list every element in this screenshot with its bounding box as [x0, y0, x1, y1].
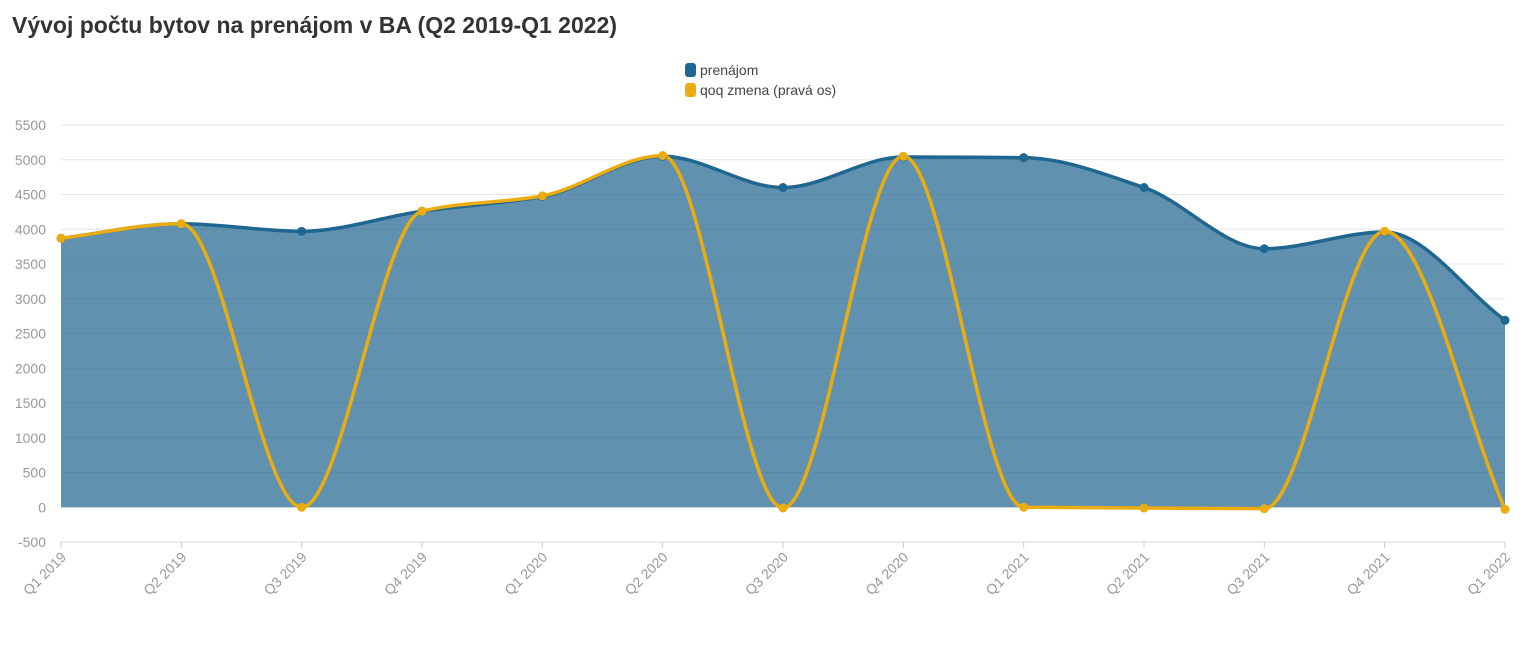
data-point-1-11[interactable] — [1380, 226, 1390, 236]
data-point-1-12[interactable] — [1500, 504, 1510, 514]
data-point-1-8[interactable] — [1019, 502, 1029, 512]
legend-label-prenajom: prenájom — [700, 62, 759, 78]
x-tick-label: Q4 2020 — [862, 549, 911, 598]
data-point-0-8[interactable] — [1019, 153, 1029, 163]
y-axis-ticks: 5500500045004000350030002500200015001000… — [15, 117, 46, 550]
y-tick-label: 3500 — [15, 256, 46, 272]
data-point-1-9[interactable] — [1139, 503, 1149, 513]
x-tick-label: Q1 2022 — [1464, 549, 1513, 598]
legend-item-prenajom[interactable]: prenájom — [685, 60, 836, 80]
x-axis-ticks: Q1 2019 Q2 2019 Q3 2019 Q4 2019 Q1 2020 Q2 20… — [20, 541, 1513, 598]
x-tick-label: Q2 2020 — [621, 549, 670, 598]
series-points — [56, 151, 1510, 514]
data-point-1-7[interactable] — [898, 151, 908, 161]
x-tick-label: Q1 2020 — [501, 549, 550, 598]
x-tick-label: Q4 2019 — [381, 549, 430, 598]
y-tick-label: 1000 — [15, 430, 46, 446]
data-point-1-5[interactable] — [658, 151, 668, 161]
y-tick-label: -500 — [18, 534, 46, 550]
data-point-1-4[interactable] — [537, 191, 547, 201]
x-tick-label: Q3 2020 — [742, 549, 791, 598]
x-tick-label: Q1 2019 — [20, 549, 69, 598]
data-point-1-3[interactable] — [417, 206, 427, 216]
legend-item-qoq-zmena[interactable]: qoq zmena (pravá os) — [685, 80, 836, 100]
data-point-0-2[interactable] — [297, 226, 307, 236]
y-tick-label: 4500 — [15, 187, 46, 203]
x-tick-label: Q1 2021 — [982, 549, 1031, 598]
x-tick-label: Q2 2019 — [140, 549, 189, 598]
y-tick-label: 3000 — [15, 291, 46, 307]
legend: prenájom qoq zmena (pravá os) — [685, 60, 836, 100]
y-tick-label: 4000 — [15, 221, 46, 237]
data-point-0-6[interactable] — [778, 183, 788, 193]
y-tick-label: 5000 — [15, 152, 46, 168]
y-tick-label: 5500 — [15, 117, 46, 133]
chart-title: Vývoj počtu bytov na prenájom v BA (Q2 2… — [12, 12, 618, 38]
x-tick-label: Q3 2019 — [260, 549, 309, 598]
legend-label-qoq-zmena: qoq zmena (pravá os) — [700, 82, 837, 98]
legend-swatch-prenajom — [685, 63, 696, 77]
data-point-1-1[interactable] — [176, 219, 186, 229]
y-tick-label: 0 — [38, 499, 46, 515]
y-tick-label: 2500 — [15, 326, 46, 342]
legend-swatch-qoq-zmena — [685, 83, 696, 97]
data-point-1-6[interactable] — [778, 503, 788, 513]
data-point-0-12[interactable] — [1500, 315, 1510, 325]
x-tick-label: Q3 2021 — [1223, 549, 1272, 598]
y-tick-label: 1500 — [15, 395, 46, 411]
x-tick-label: Q4 2021 — [1343, 549, 1392, 598]
data-point-1-2[interactable] — [297, 502, 307, 512]
area-series — [61, 156, 1505, 508]
y-tick-label: 500 — [23, 465, 47, 481]
data-point-1-0[interactable] — [56, 233, 66, 243]
y-tick-label: 2000 — [15, 360, 46, 376]
x-tick-label: Q2 2021 — [1103, 549, 1152, 598]
data-point-0-10[interactable] — [1259, 244, 1269, 254]
data-point-1-10[interactable] — [1259, 504, 1269, 514]
data-point-0-9[interactable] — [1139, 183, 1149, 193]
area-fill-0 — [61, 156, 1505, 508]
